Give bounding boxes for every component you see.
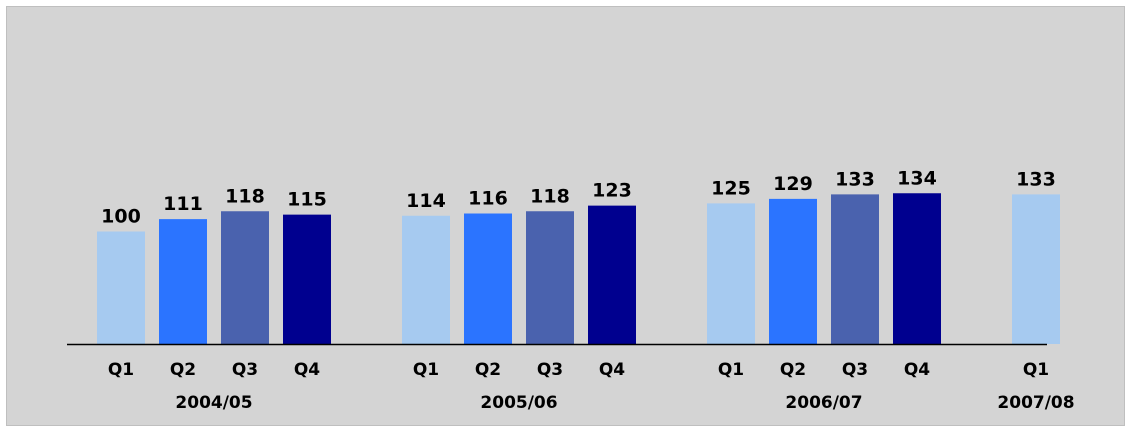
value-label-2: 111 xyxy=(163,193,203,215)
bar-1 xyxy=(97,231,145,344)
bar-2 xyxy=(159,219,207,344)
value-label-7: 118 xyxy=(530,185,570,207)
group-label-2004-05: 2004/05 xyxy=(175,393,252,413)
value-label-4: 115 xyxy=(287,189,327,211)
group-labels-layer: 2004/05 2005/06 2006/07 2007/08 xyxy=(175,393,1074,413)
tick-label-1: Q1 xyxy=(108,360,134,380)
tick-label-13: Q1 xyxy=(1023,360,1049,380)
bar-12 xyxy=(893,193,941,344)
group-label-2006-07: 2006/07 xyxy=(785,393,862,413)
bar-4 xyxy=(283,214,331,344)
value-label-6: 116 xyxy=(468,188,508,210)
value-label-1: 100 xyxy=(101,206,141,228)
tick-labels-layer: Q1 Q2 Q3 Q4 Q1 Q2 Q3 Q4 Q1 Q2 Q3 Q4 Q1 xyxy=(108,360,1049,380)
tick-label-8: Q4 xyxy=(599,360,625,380)
tick-label-2: Q2 xyxy=(170,360,196,380)
chart-panel: 100 111 118 115 114 116 118 123 125 129 133 134 133 … xyxy=(6,6,1125,426)
value-label-5: 114 xyxy=(406,190,446,212)
tick-label-7: Q3 xyxy=(537,360,563,380)
tick-label-4: Q4 xyxy=(294,360,320,380)
bar-8 xyxy=(588,205,636,344)
tick-label-10: Q2 xyxy=(780,360,806,380)
bar-9 xyxy=(707,203,755,344)
value-label-11: 133 xyxy=(835,168,875,190)
tick-label-3: Q3 xyxy=(232,360,258,380)
group-label-2005-06: 2005/06 xyxy=(480,393,557,413)
bar-10 xyxy=(769,198,817,344)
bar-13 xyxy=(1012,194,1060,344)
value-label-9: 125 xyxy=(711,177,751,199)
bars-layer xyxy=(97,193,1060,344)
value-label-10: 129 xyxy=(773,173,813,195)
tick-label-5: Q1 xyxy=(413,360,439,380)
value-labels-layer: 100 111 118 115 114 116 118 123 125 129 133 134 133 xyxy=(101,167,1056,227)
value-label-3: 118 xyxy=(225,185,265,207)
tick-label-6: Q2 xyxy=(475,360,501,380)
bar-7 xyxy=(526,211,574,344)
bar-3 xyxy=(221,211,269,344)
bar-5 xyxy=(402,215,450,344)
value-label-13: 133 xyxy=(1016,168,1056,190)
tick-label-11: Q3 xyxy=(842,360,868,380)
tick-label-12: Q4 xyxy=(904,360,930,380)
value-label-8: 123 xyxy=(592,180,632,202)
value-label-12: 134 xyxy=(897,167,937,189)
bar-11 xyxy=(831,194,879,344)
bar-6 xyxy=(464,213,512,344)
tick-label-9: Q1 xyxy=(718,360,744,380)
group-label-2007-08: 2007/08 xyxy=(997,393,1074,413)
